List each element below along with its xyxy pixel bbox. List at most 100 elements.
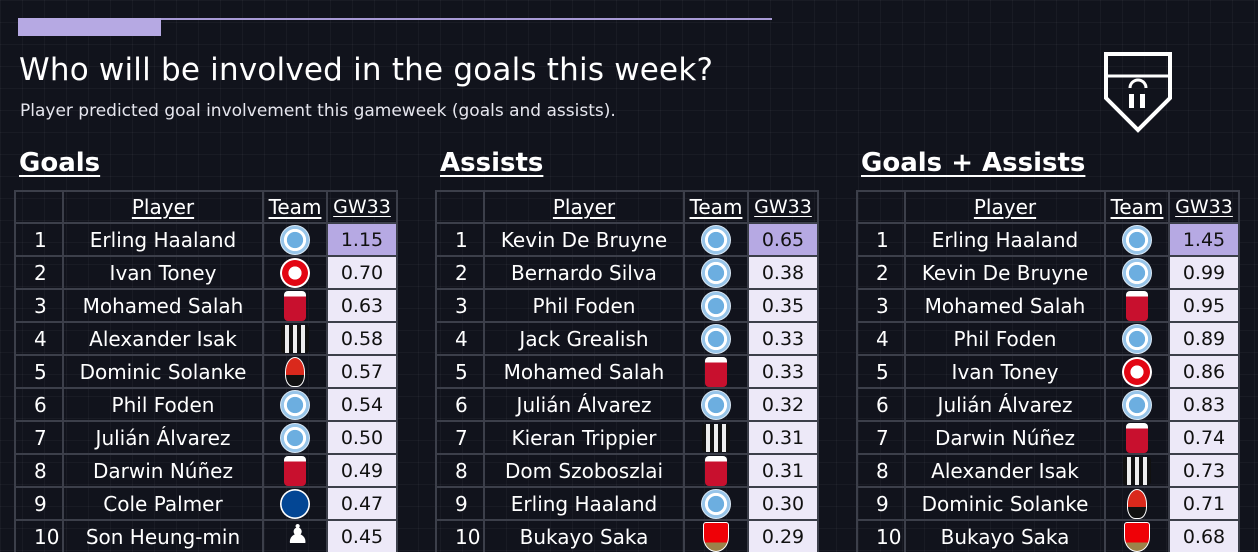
prediction-value-cell: 0.45 <box>326 519 398 552</box>
liverpool-badge-icon <box>705 455 727 486</box>
man-city-badge-icon <box>701 224 731 255</box>
player-name-cell: Jack Grealish <box>483 321 685 356</box>
prediction-value-cell: 0.86 <box>1168 354 1240 389</box>
team-cell <box>1104 255 1170 290</box>
team-cell <box>262 387 328 422</box>
player-name-cell: Dom Szoboszlai <box>483 453 685 488</box>
rank-cell: 1 <box>435 222 485 257</box>
team-cell <box>1104 321 1170 356</box>
rank-cell: 2 <box>14 255 64 290</box>
chelsea-badge-icon <box>280 488 310 519</box>
player-name-cell: Bukayo Saka <box>904 519 1106 552</box>
page-title: Who will be involved in the goals this w… <box>19 52 714 88</box>
table-row: 4 Jack Grealish 0.33 <box>435 321 819 356</box>
ranking-table: Player Team GW33 1 Kevin De Bruyne 0.65 … <box>435 190 819 552</box>
table-row: 8 Alexander Isak 0.73 <box>856 453 1240 488</box>
section-0: Goals Player Team GW33 1 Erling Haaland … <box>14 148 420 552</box>
ranking-table: Player Team GW33 1 Erling Haaland 1.45 2… <box>856 190 1240 552</box>
team-cell <box>683 255 749 290</box>
liverpool-badge-icon <box>284 455 306 486</box>
prediction-value-cell: 0.38 <box>747 255 819 290</box>
table-row: 4 Phil Foden 0.89 <box>856 321 1240 356</box>
team-cell <box>683 354 749 389</box>
liverpool-badge-icon <box>284 290 306 321</box>
team-cell <box>683 222 749 257</box>
section-1: Assists Player Team GW33 1 Kevin De Bruy… <box>435 148 841 552</box>
liverpool-badge-icon <box>1126 290 1148 321</box>
man-city-badge-icon <box>701 290 731 321</box>
section-title: Assists <box>440 148 544 178</box>
table-row: 5 Dominic Solanke 0.57 <box>14 354 398 389</box>
prediction-value-cell: 0.63 <box>326 288 398 323</box>
team-cell <box>1104 420 1170 455</box>
prediction-value-cell: 0.71 <box>1168 486 1240 521</box>
rank-cell: 9 <box>856 486 906 521</box>
table-row: 7 Julián Álvarez 0.50 <box>14 420 398 455</box>
rank-cell: 6 <box>14 387 64 422</box>
rank-cell: 9 <box>435 486 485 521</box>
player-name-cell: Bernardo Silva <box>483 255 685 290</box>
prediction-value-cell: 0.29 <box>747 519 819 552</box>
table-row: 10 Bukayo Saka 0.68 <box>856 519 1240 552</box>
rank-cell: 5 <box>435 354 485 389</box>
team-cell <box>683 486 749 521</box>
prediction-value-cell: 0.57 <box>326 354 398 389</box>
table-row: 2 Bernardo Silva 0.38 <box>435 255 819 290</box>
brentford-badge-icon <box>1122 356 1152 387</box>
team-cell <box>262 354 328 389</box>
rank-cell: 8 <box>856 453 906 488</box>
liverpool-badge-icon <box>705 356 727 387</box>
table-row: 6 Julián Álvarez 0.83 <box>856 387 1240 422</box>
team-cell <box>683 453 749 488</box>
player-name-cell: Kieran Trippier <box>483 420 685 455</box>
man-city-badge-icon <box>1122 224 1152 255</box>
prediction-value-cell: 0.33 <box>747 354 819 389</box>
prediction-value-cell: 0.58 <box>326 321 398 356</box>
rank-cell: 1 <box>856 222 906 257</box>
table-row: 9 Erling Haaland 0.30 <box>435 486 819 521</box>
rank-cell: 10 <box>856 519 906 552</box>
newcastle-badge-icon <box>1123 456 1151 485</box>
player-name-cell: Phil Foden <box>62 387 264 422</box>
team-cell <box>683 321 749 356</box>
team-cell <box>262 321 328 356</box>
player-column-header: Player <box>904 190 1106 224</box>
table-header-row: Player Team GW33 <box>435 190 819 224</box>
team-cell <box>262 222 328 257</box>
rank-column-header <box>435 190 485 224</box>
table-row: 1 Kevin De Bruyne 0.65 <box>435 222 819 257</box>
player-name-cell: Mohamed Salah <box>904 288 1106 323</box>
team-cell <box>683 519 749 552</box>
prediction-value-cell: 0.68 <box>1168 519 1240 552</box>
bournemouth-badge-icon <box>1127 488 1147 519</box>
table-row: 9 Cole Palmer 0.47 <box>14 486 398 521</box>
player-name-cell: Alexander Isak <box>62 321 264 356</box>
prediction-value-cell: 1.45 <box>1168 222 1240 257</box>
player-name-cell: Dominic Solanke <box>904 486 1106 521</box>
team-cell <box>262 453 328 488</box>
progress-bar-fill <box>18 18 162 36</box>
man-city-badge-icon <box>280 389 310 420</box>
rank-cell: 10 <box>14 519 64 552</box>
prediction-value-cell: 0.74 <box>1168 420 1240 455</box>
man-city-badge-icon <box>701 257 731 288</box>
bournemouth-badge-icon <box>285 356 305 387</box>
rank-cell: 4 <box>856 321 906 356</box>
team-cell <box>683 420 749 455</box>
table-row: 2 Ivan Toney 0.70 <box>14 255 398 290</box>
rank-cell: 3 <box>856 288 906 323</box>
man-city-badge-icon <box>1122 389 1152 420</box>
player-name-cell: Julián Álvarez <box>904 387 1106 422</box>
rank-cell: 3 <box>14 288 64 323</box>
value-column-header: GW33 <box>326 190 398 224</box>
prediction-value-cell: 0.89 <box>1168 321 1240 356</box>
table-row: 8 Darwin Núñez 0.49 <box>14 453 398 488</box>
section-2: Goals + Assists Player Team GW33 1 Erlin… <box>856 148 1258 552</box>
prediction-value-cell: 0.83 <box>1168 387 1240 422</box>
rank-cell: 5 <box>14 354 64 389</box>
rank-cell: 10 <box>435 519 485 552</box>
player-name-cell: Mohamed Salah <box>62 288 264 323</box>
page-subtitle: Player predicted goal involvement this g… <box>20 101 616 121</box>
prediction-value-cell: 0.47 <box>326 486 398 521</box>
rank-cell: 7 <box>856 420 906 455</box>
